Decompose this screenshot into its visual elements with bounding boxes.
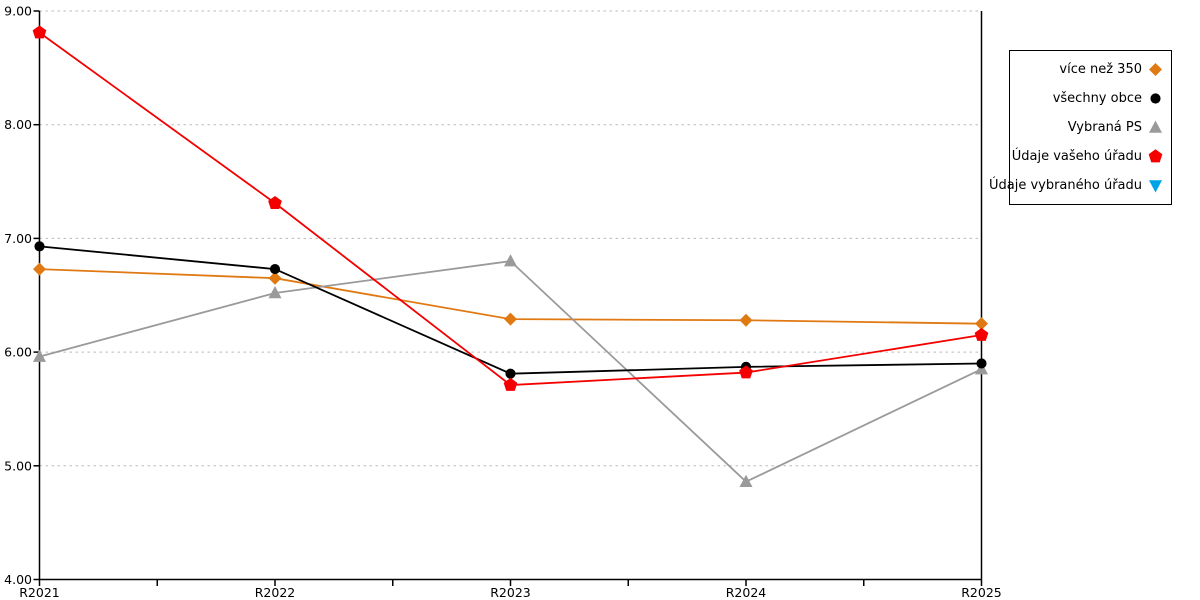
legend-item-label: Údaje vybraného úřadu (988, 178, 1142, 193)
legend-item-label: všechny obce (1052, 91, 1142, 106)
data-point-marker (268, 285, 282, 299)
legend-item: všechny obce (1014, 90, 1164, 107)
data-point-marker (32, 349, 47, 362)
legend-item: Údaje vašeho úřadu (1011, 148, 1164, 165)
y-tick-label: 9.00 (4, 4, 32, 19)
data-point-marker (268, 195, 282, 209)
legend-marker-shape (1148, 149, 1163, 163)
legend-item-label: Vybraná PS (1067, 120, 1142, 135)
legend-marker-shape (1148, 180, 1163, 193)
data-point-marker (33, 262, 46, 276)
chart-legend: více než 350 všechny obce Vybraná PS Údaje … (989, 50, 1172, 205)
y-tick-label: 7.00 (4, 231, 32, 246)
data-point-marker (976, 358, 987, 369)
series-pentagon (32, 25, 989, 391)
data-point-marker (975, 317, 988, 331)
data-point-marker (34, 241, 45, 252)
legend-item-label: Údaje vašeho úřadu (1011, 149, 1142, 164)
x-tick-label: R2023 (490, 585, 531, 600)
data-point-marker (503, 377, 518, 391)
legend-item-label: více než 350 (1059, 62, 1142, 77)
y-tick-label: 6.00 (4, 345, 32, 360)
pentagon-icon (1148, 149, 1163, 163)
data-point-marker (739, 474, 753, 487)
x-tick-label: R2021 (19, 585, 60, 600)
legend-marker-shape (1150, 93, 1161, 104)
y-tick-label: 8.00 (4, 117, 32, 132)
data-point-marker (269, 264, 281, 275)
y-tick-label: 4.00 (4, 572, 32, 587)
data-point-marker (268, 271, 282, 285)
legend-marker-shape (1149, 63, 1162, 76)
data-point-marker (739, 365, 753, 379)
legend-marker-shape (1148, 120, 1163, 133)
series-diamond (33, 262, 988, 331)
x-tick-label: R2022 (255, 585, 296, 600)
data-point-marker (504, 312, 517, 326)
x-tick-label: R2024 (726, 585, 767, 600)
legend-item: Vybraná PS (1014, 119, 1164, 136)
data-point-marker (32, 25, 47, 39)
series-line (38, 31, 982, 386)
data-point-marker (739, 313, 753, 327)
legend-item: více než 350 (1014, 61, 1164, 78)
triangle-down-icon (1148, 180, 1163, 193)
x-tick-label: R2025 (961, 585, 1002, 600)
legend-item: Údaje vybraného úřadu (989, 177, 1164, 194)
circle-icon (1150, 93, 1161, 104)
triangle-up-icon (1148, 120, 1163, 133)
y-tick-label: 5.00 (4, 458, 32, 473)
data-point-marker (974, 327, 989, 341)
diamond-icon (1149, 63, 1162, 76)
data-point-marker (503, 254, 518, 267)
data-point-marker (505, 368, 516, 379)
